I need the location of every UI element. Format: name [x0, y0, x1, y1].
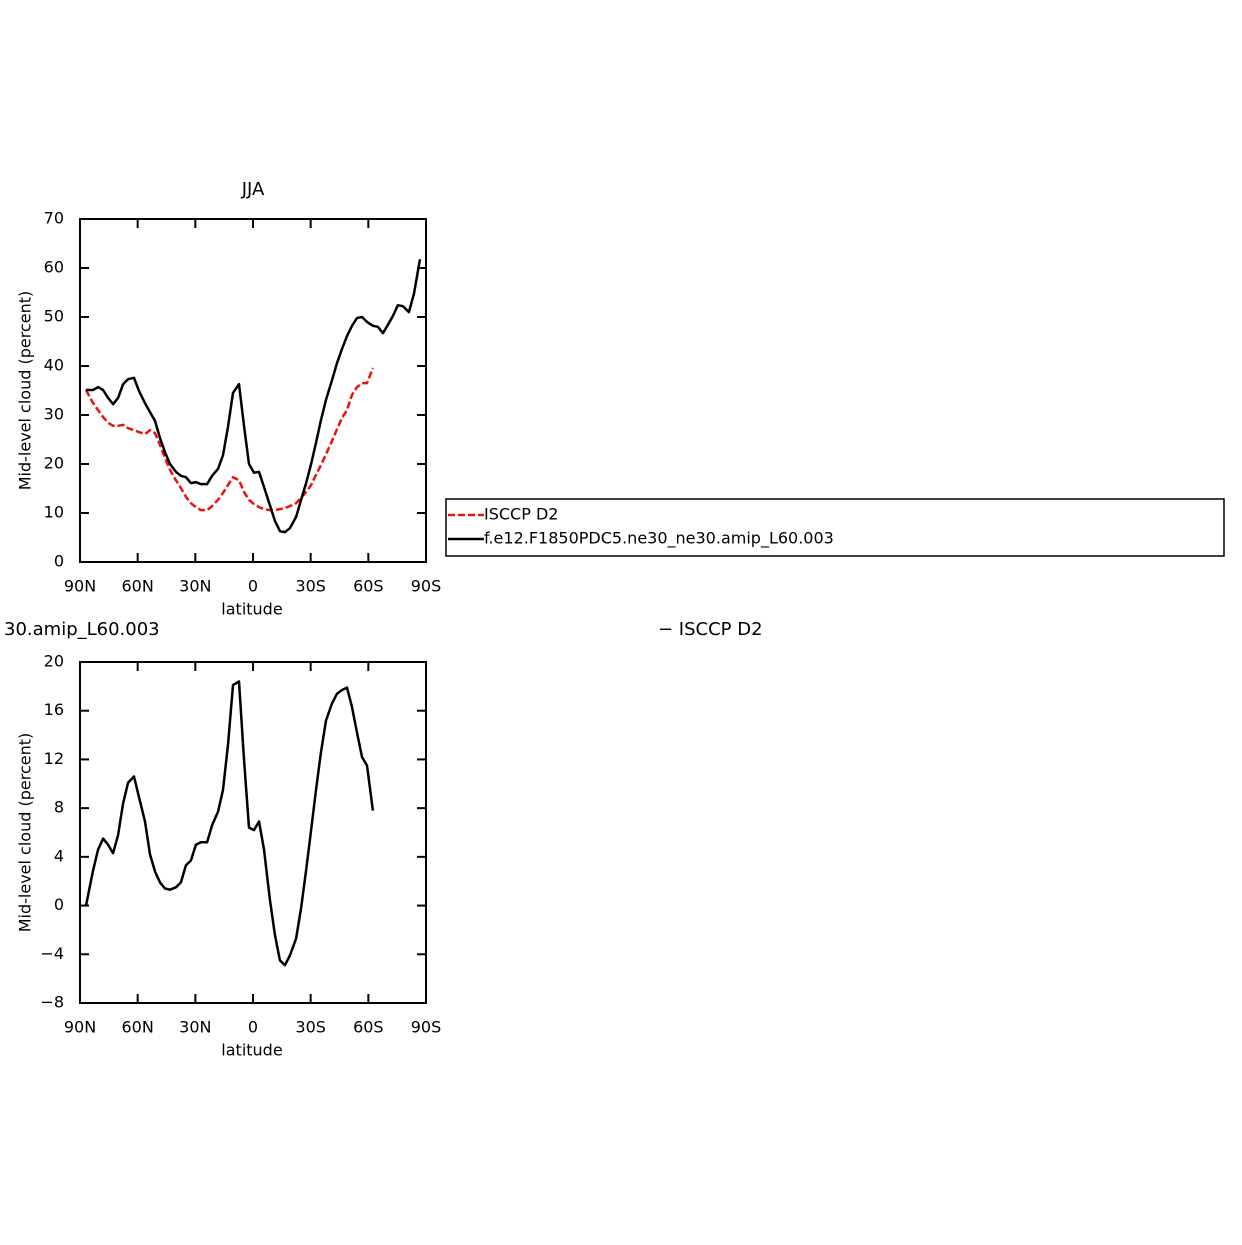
series-line: [84, 680, 375, 967]
plot-frame: [79, 661, 427, 1004]
legend-label: f.e12.F1850PDC5.ne30_ne30.amip_L60.003: [484, 529, 834, 549]
plot-frame: [79, 218, 427, 563]
x-tick-label: 90N: [64, 577, 96, 596]
y-tick-label: −4: [40, 944, 64, 963]
y-tick-label: 8: [54, 798, 64, 817]
x-tick-label: 30S: [295, 577, 326, 596]
chart-subtitle: − ISCCP D2: [658, 619, 763, 640]
legend-box: [445, 498, 1225, 557]
y-tick-label: 16: [44, 700, 64, 719]
x-tick-label: 30N: [179, 1018, 211, 1037]
x-axis-label: latitude: [221, 600, 282, 619]
series-line: [84, 367, 375, 512]
y-tick-label: 4: [54, 846, 64, 865]
x-tick-label: 60N: [122, 1018, 154, 1037]
x-tick-label: 60S: [353, 1018, 384, 1037]
x-tick-label: 90N: [64, 1018, 96, 1037]
x-tick-label: 0: [248, 1018, 258, 1037]
y-tick-label: 50: [44, 307, 64, 326]
y-tick-label: 70: [44, 209, 64, 228]
y-tick-label: −8: [40, 993, 64, 1012]
x-tick-label: 60N: [122, 577, 154, 596]
y-axis-label: Mid-level cloud (percent): [16, 733, 35, 933]
y-tick-label: 60: [44, 258, 64, 277]
y-tick-label: 20: [44, 652, 64, 671]
x-tick-label: 0: [248, 577, 258, 596]
y-tick-label: 30: [44, 405, 64, 424]
y-tick-label: 10: [44, 503, 64, 522]
x-axis-label: latitude: [221, 1041, 282, 1060]
x-tick-label: 90S: [411, 577, 442, 596]
y-tick-label: 0: [54, 895, 64, 914]
y-tick-label: 20: [44, 454, 64, 473]
x-tick-label: 60S: [353, 577, 384, 596]
x-tick-label: 90S: [411, 1018, 442, 1037]
x-tick-label: 30S: [295, 1018, 326, 1037]
chart-title: JJA: [241, 179, 265, 200]
series-line: [86, 258, 422, 534]
y-tick-label: 0: [54, 552, 64, 571]
chart-title: 30.amip_L60.003: [4, 619, 160, 640]
y-axis-label: Mid-level cloud (percent): [16, 291, 35, 491]
y-tick-label: 12: [44, 749, 64, 768]
y-tick-label: 40: [44, 356, 64, 375]
legend-label: ISCCP D2: [484, 505, 558, 524]
x-tick-label: 30N: [179, 577, 211, 596]
